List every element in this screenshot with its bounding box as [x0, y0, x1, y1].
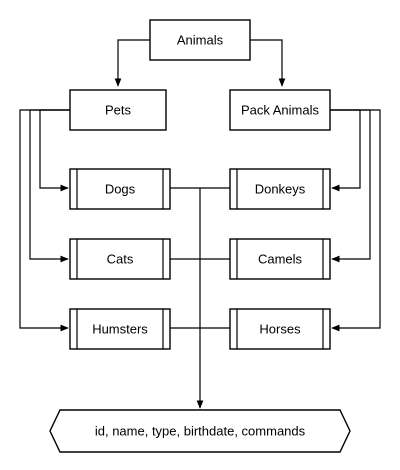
- node-donkeys: Donkeys: [229, 168, 331, 210]
- connector-pets-to-dogs: [39, 109, 70, 192]
- connector-pack-to-camels: [330, 109, 371, 263]
- node-camels-label: Camels: [258, 252, 303, 267]
- connector-animals-to-pack: [250, 39, 286, 87]
- node-dogs-label: Dogs: [105, 182, 136, 197]
- node-humsters-label: Humsters: [92, 322, 148, 337]
- node-humsters: Humsters: [69, 308, 171, 350]
- connector-pack-to-horses: [330, 109, 381, 332]
- node-cats-label: Cats: [107, 252, 134, 267]
- connector-pets-to-cats: [29, 109, 70, 263]
- node-cats: Cats: [69, 238, 171, 280]
- connectors: [19, 39, 381, 409]
- node-dogs: Dogs: [69, 168, 171, 210]
- node-attributes: id, name, type, birthdate, commands: [49, 409, 351, 453]
- node-horses-label: Horses: [259, 322, 301, 337]
- connector-animals-to-pets: [114, 39, 150, 87]
- node-camels: Camels: [229, 238, 331, 280]
- connector-pets-to-humsters: [19, 109, 70, 332]
- node-attributes-label: id, name, type, birthdate, commands: [95, 424, 306, 439]
- node-donkeys-label: Donkeys: [255, 182, 306, 197]
- node-horses: Horses: [229, 308, 331, 350]
- node-animals: Animals: [149, 19, 251, 61]
- connector-pack-to-donkeys: [330, 109, 361, 192]
- node-pack-animals-label: Pack Animals: [241, 103, 320, 118]
- node-animals-label: Animals: [177, 33, 224, 48]
- node-pack-animals: Pack Animals: [229, 89, 331, 131]
- node-pets-label: Pets: [105, 103, 132, 118]
- node-pets: Pets: [69, 89, 167, 131]
